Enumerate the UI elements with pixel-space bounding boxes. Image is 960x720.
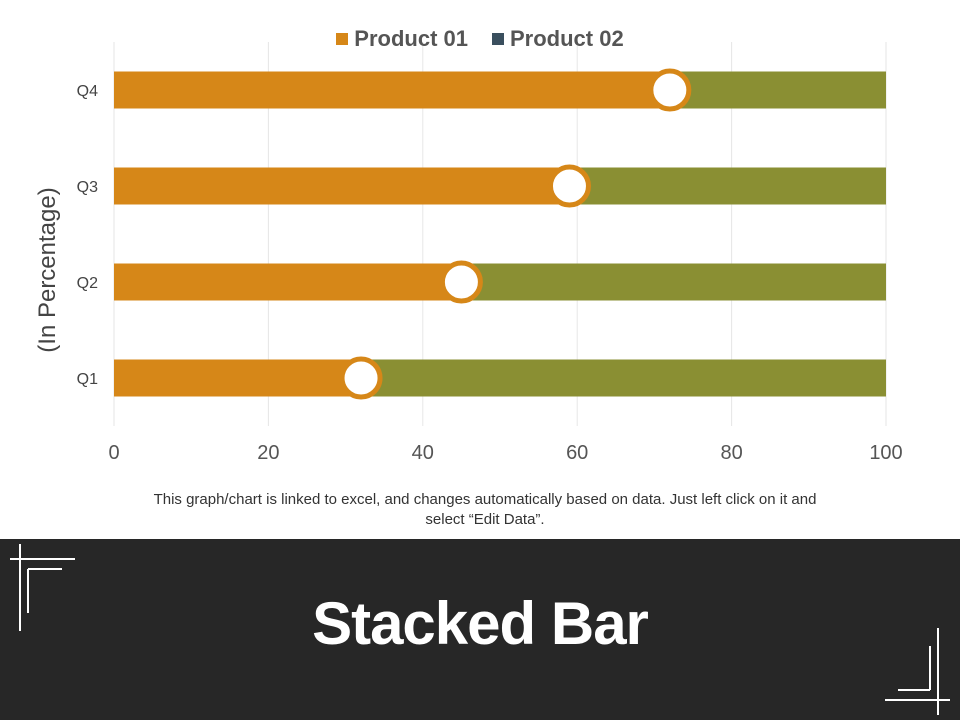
y-tick-label-q2: Q2 — [77, 275, 98, 292]
legend-swatch-product-01 — [336, 33, 349, 45]
chart-svg: Q1 Q2 Q3 Q4 0 20 40 60 80 100 — [77, 42, 903, 464]
x-tick-label-100: 100 — [869, 442, 902, 464]
legend-label-product-02: Product 02 — [510, 26, 624, 51]
marker-q3 — [547, 164, 591, 208]
legend-item-product-02: Product 02 — [492, 26, 624, 52]
y-tick-label-q1: Q1 — [77, 371, 98, 388]
bar-q2-series-2 — [461, 263, 886, 301]
bar-q4-series-2 — [669, 71, 886, 109]
x-tick-label-60: 60 — [566, 442, 588, 464]
legend-item-product-01: Product 01 — [336, 26, 468, 52]
legend-swatch-product-02 — [492, 33, 504, 45]
bar-q1-series-2 — [361, 359, 886, 397]
corner-decoration-top-left — [10, 544, 75, 631]
y-tick-label-q3: Q3 — [77, 179, 98, 196]
bar-q1-series-1 — [114, 359, 362, 397]
marker-q4 — [648, 68, 692, 112]
legend-label-product-01: Product 01 — [354, 26, 468, 51]
chart-area: Q1 Q2 Q3 Q4 0 20 40 60 80 100 Product 01 Product … — [0, 26, 960, 464]
bar-q3-series-1 — [114, 167, 570, 205]
page-title: Stacked Bar — [312, 590, 649, 657]
footer-banner: Stacked Bar — [0, 539, 960, 720]
corner-decoration-bottom-right — [885, 628, 950, 715]
bar-q2-series-1 — [114, 263, 462, 301]
chart-legend: Product 01 Product 02 — [0, 26, 960, 52]
chart-caption: This graph/chart is linked to excel, and… — [153, 491, 817, 528]
bar-q4-series-1 — [114, 71, 670, 109]
x-tick-label-80: 80 — [720, 442, 742, 464]
marker-q1 — [339, 356, 383, 400]
x-tick-label-20: 20 — [257, 442, 279, 464]
x-tick-label-0: 0 — [108, 442, 119, 464]
bar-q3-series-2 — [569, 167, 886, 205]
y-tick-label-q4: Q4 — [77, 83, 98, 100]
x-tick-label-40: 40 — [412, 442, 434, 464]
marker-q2 — [439, 260, 483, 304]
y-axis-title: (In Percentage) — [34, 187, 61, 353]
